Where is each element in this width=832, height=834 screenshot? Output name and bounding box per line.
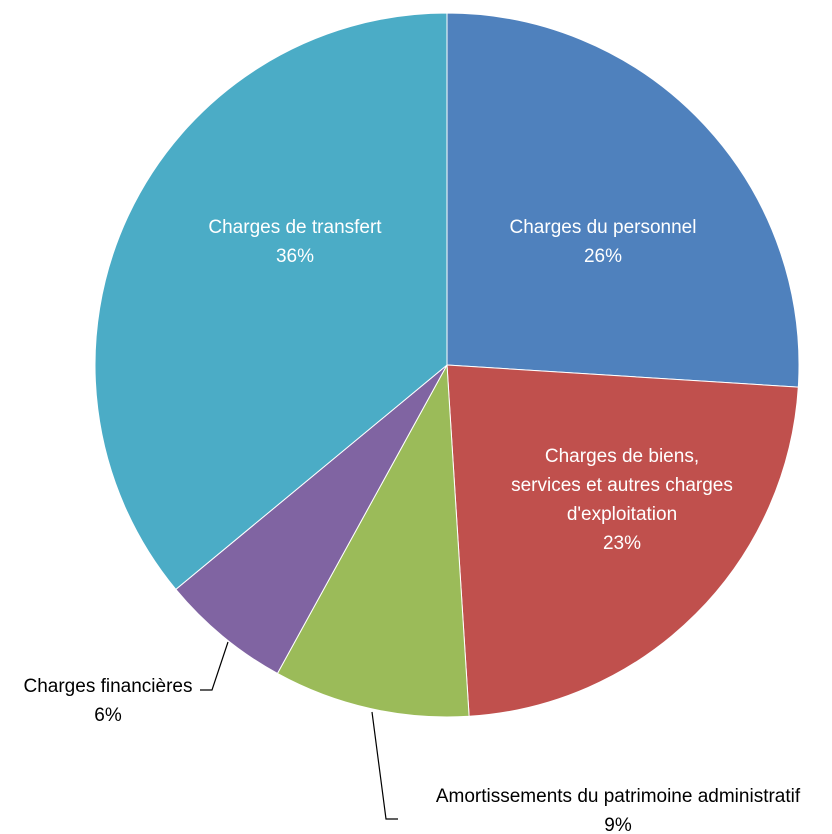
leader-lines (200, 641, 398, 820)
pie-slice-4 (175, 364, 448, 675)
slice-percent: 26% (584, 246, 622, 267)
slice-name-line: d'exploitation (567, 504, 677, 525)
slice-labels: Charges du personnel 26% Charges de biens,… (24, 217, 801, 834)
leader-line-3 (371, 711, 398, 820)
pie-slices (94, 12, 800, 718)
slice-name-line: Charges du personnel (510, 217, 697, 238)
leader-line-4 (200, 641, 229, 691)
pie-slice-1 (446, 12, 800, 388)
slice-label-4: Charges financières 6% (24, 676, 193, 726)
slice-label-3: Amortissements du patrimoine administrat… (436, 786, 801, 834)
pie-slice-5 (94, 12, 448, 591)
slice-name-line: Charges de biens, (545, 446, 699, 467)
slice-label-5: Charges de transfert 36% (208, 217, 382, 267)
slice-name-line: Charges financières (24, 676, 193, 697)
slice-name-line: Amortissements du patrimoine administrat… (436, 786, 801, 807)
slice-label-1: Charges du personnel 26% (510, 217, 697, 267)
slice-percent: 23% (603, 533, 641, 554)
slice-name-line: Charges de transfert (208, 217, 382, 238)
slice-percent: 6% (94, 705, 122, 726)
pie-slice-3 (276, 363, 470, 718)
slice-percent: 9% (604, 815, 632, 834)
slice-name-line: services et autres charges (511, 475, 733, 496)
slice-percent: 36% (276, 246, 314, 267)
pie-slice-2 (446, 364, 799, 717)
slice-label-2: Charges de biens, services et autres char… (511, 446, 733, 554)
